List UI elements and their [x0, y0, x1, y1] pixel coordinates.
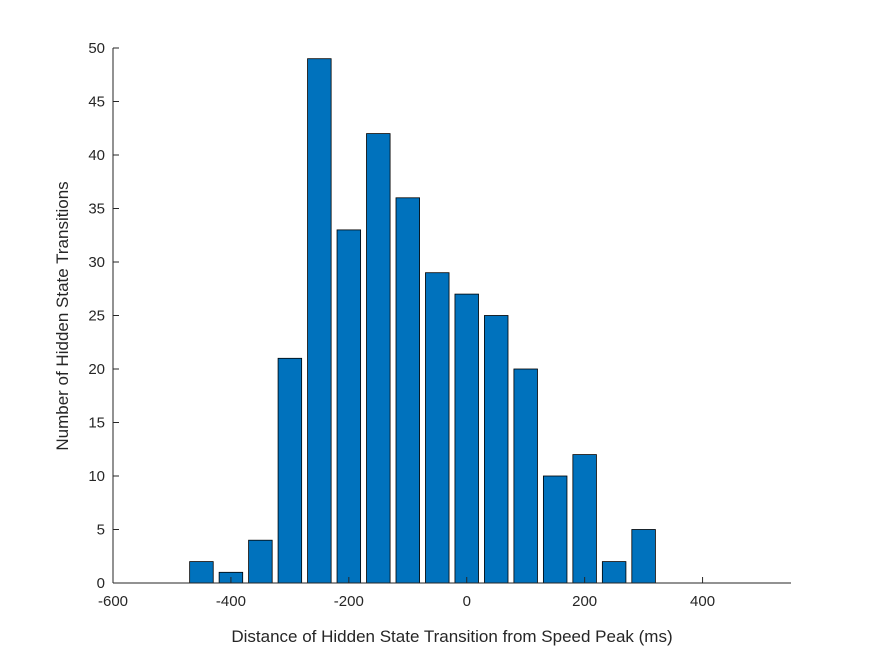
x-axis: -600 -400 -200 0 200 400 — [98, 577, 791, 610]
bar--50 — [425, 272, 450, 584]
y-tick-label: 5 — [97, 522, 105, 539]
bar--250 — [307, 58, 332, 584]
bar-300 — [631, 529, 656, 584]
bar-150 — [542, 475, 568, 584]
y-axis: 0 5 10 15 20 25 30 35 40 45 50 — [88, 40, 119, 592]
bar--150 — [366, 133, 391, 584]
bar-100 — [513, 368, 538, 584]
x-tick-label: 200 — [572, 593, 597, 610]
x-tick-label: 0 — [463, 593, 471, 610]
y-tick-label: 25 — [88, 308, 105, 325]
bar--300 — [277, 357, 303, 584]
y-tick-label: 15 — [88, 415, 105, 432]
bar-50 — [484, 315, 509, 584]
y-axis-label: Number of Hidden State Transitions — [53, 181, 72, 450]
bars-group — [189, 58, 656, 584]
bar--200 — [336, 229, 362, 584]
bar--350 — [248, 539, 273, 584]
y-tick-label: 35 — [88, 201, 105, 218]
x-tick-label: -200 — [334, 593, 364, 610]
x-tick-label: -400 — [216, 593, 246, 610]
bar-200 — [572, 454, 597, 584]
y-tick-label: 20 — [88, 361, 105, 378]
bar-0 — [454, 293, 479, 584]
y-tick-label: 45 — [88, 94, 105, 111]
y-tick-label: 30 — [88, 254, 105, 271]
y-tick-label: 0 — [97, 575, 105, 592]
y-tick-label: 40 — [88, 147, 105, 164]
bar--450 — [189, 561, 214, 584]
y-tick-label: 50 — [88, 40, 105, 57]
x-axis-label: Distance of Hidden State Transition from… — [231, 627, 672, 646]
bar--100 — [395, 197, 420, 584]
x-tick-label: -600 — [98, 593, 128, 610]
x-tick-label: 400 — [690, 593, 715, 610]
bar-250 — [601, 561, 627, 584]
y-tick-label: 10 — [88, 468, 105, 485]
